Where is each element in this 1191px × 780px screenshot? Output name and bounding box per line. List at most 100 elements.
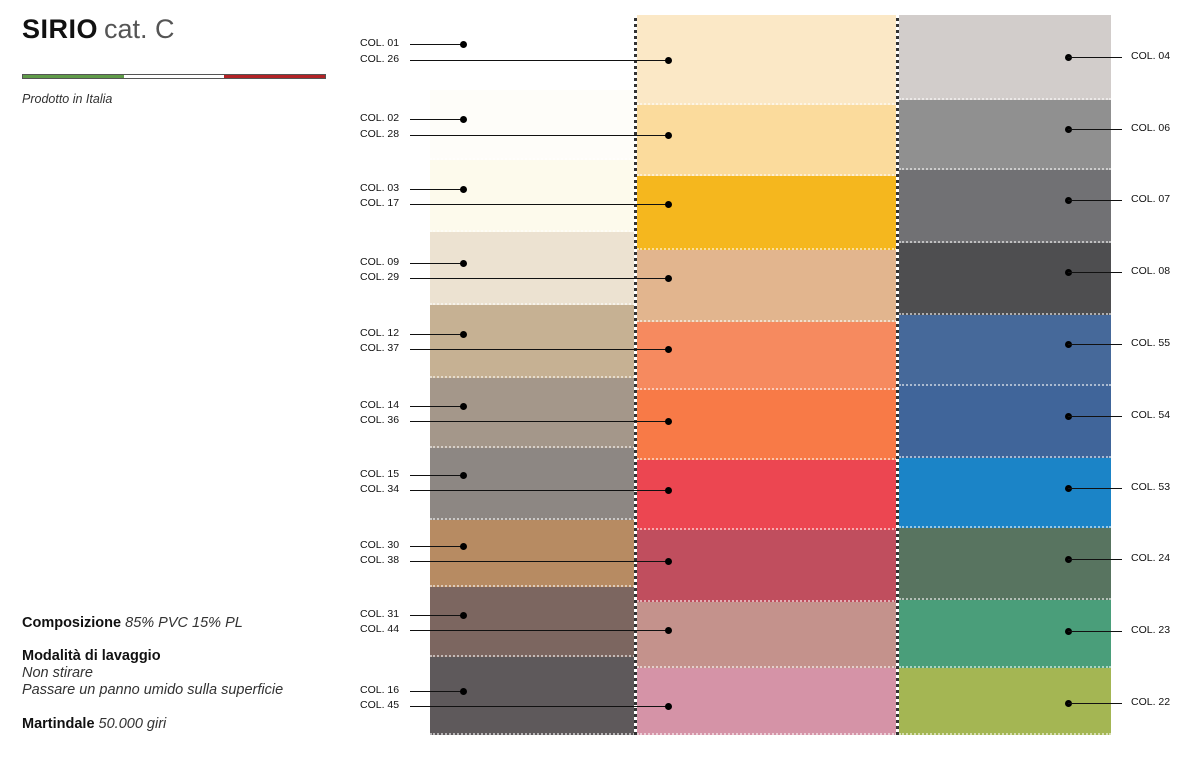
swatch-dot xyxy=(665,346,672,353)
swatch-label: COL. 38 xyxy=(360,554,400,566)
swatch-col17[interactable] xyxy=(637,176,897,250)
leader-line xyxy=(410,278,668,279)
flag-white xyxy=(123,75,225,78)
leader-line xyxy=(1068,272,1122,273)
swatch-col55[interactable] xyxy=(899,315,1111,386)
swatch-dot xyxy=(460,186,467,193)
swatch-col23[interactable] xyxy=(899,600,1111,668)
swatch-dot xyxy=(665,558,672,565)
swatch-dot xyxy=(460,612,467,619)
swatch-label: COL. 55 xyxy=(1131,337,1171,349)
swatch-col08[interactable] xyxy=(899,243,1111,315)
swatch-col01[interactable] xyxy=(430,15,635,90)
made-in-italy: Prodotto in Italia xyxy=(22,92,113,106)
flag-green xyxy=(23,75,124,78)
leader-line xyxy=(410,135,668,136)
category-label: cat. C xyxy=(104,14,175,44)
swatch-dot xyxy=(460,472,467,479)
swatch-dot xyxy=(665,57,672,64)
swatch-label: COL. 01 xyxy=(360,37,400,49)
leader-line xyxy=(410,691,463,692)
swatch-label: COL. 24 xyxy=(1131,552,1171,564)
swatch-dot xyxy=(460,331,467,338)
swatch-col12[interactable] xyxy=(430,305,635,378)
swatch-col07[interactable] xyxy=(899,170,1111,243)
leader-line xyxy=(410,204,668,205)
leader-line xyxy=(410,44,463,45)
leader-line xyxy=(1068,416,1122,417)
leader-line xyxy=(1068,129,1122,130)
swatch-col53[interactable] xyxy=(899,458,1111,528)
leader-line xyxy=(410,334,463,335)
swatch-label: COL. 14 xyxy=(360,399,400,411)
swatch-label: COL. 54 xyxy=(1131,409,1171,421)
swatch-label: COL. 04 xyxy=(1131,50,1171,62)
swatch-col09[interactable] xyxy=(430,232,635,305)
swatch-col16[interactable] xyxy=(430,657,635,735)
swatch-dot xyxy=(460,688,467,695)
leader-line xyxy=(410,561,668,562)
swatch-dot xyxy=(460,403,467,410)
leader-line xyxy=(410,706,668,707)
swatch-dot xyxy=(665,132,672,139)
swatch-col24[interactable] xyxy=(899,528,1111,600)
swatch-col15[interactable] xyxy=(430,448,635,520)
swatch-label: COL. 12 xyxy=(360,327,400,339)
martindale-value: 50.000 giri xyxy=(98,716,167,732)
leader-line xyxy=(1068,703,1122,704)
swatch-label: COL. 53 xyxy=(1131,481,1171,493)
swatch-col37[interactable] xyxy=(637,322,897,390)
leader-line xyxy=(410,546,463,547)
flag-red xyxy=(224,75,326,78)
swatch-label: COL. 44 xyxy=(360,623,400,635)
leader-line xyxy=(410,490,668,491)
swatch-col31[interactable] xyxy=(430,587,635,657)
leader-line xyxy=(1068,631,1122,632)
swatch-label: COL. 03 xyxy=(360,182,400,194)
swatch-col34[interactable] xyxy=(637,460,897,530)
swatch-label: COL. 15 xyxy=(360,468,400,480)
swatch-label: COL. 06 xyxy=(1131,122,1171,134)
swatch-label: COL. 31 xyxy=(360,608,400,620)
swatch-dot xyxy=(460,41,467,48)
swatch-label: COL. 37 xyxy=(360,342,400,354)
swatch-label: COL. 08 xyxy=(1131,265,1171,277)
swatch-col26[interactable] xyxy=(637,15,897,105)
swatch-col29[interactable] xyxy=(637,250,897,322)
swatch-col45[interactable] xyxy=(637,668,897,735)
swatch-dot xyxy=(460,260,467,267)
swatch-dot xyxy=(665,703,672,710)
leader-line xyxy=(410,263,463,264)
swatch-label: COL. 16 xyxy=(360,684,400,696)
composition-value: 85% PVC 15% PL xyxy=(125,615,243,631)
swatch-dot xyxy=(460,116,467,123)
swatch-dot xyxy=(460,543,467,550)
swatch-col54[interactable] xyxy=(899,386,1111,458)
swatch-col28[interactable] xyxy=(637,105,897,176)
swatch-col14[interactable] xyxy=(430,378,635,448)
washing: Modalità di lavaggio Non stirare Passare… xyxy=(22,648,283,699)
leader-line xyxy=(410,119,463,120)
swatch-col44[interactable] xyxy=(637,602,897,668)
swatch-col38[interactable] xyxy=(637,530,897,602)
swatch-col36[interactable] xyxy=(637,390,897,460)
leader-line xyxy=(1068,344,1122,345)
swatch-col03[interactable] xyxy=(430,160,635,232)
leader-line xyxy=(410,406,463,407)
swatch-col30[interactable] xyxy=(430,520,635,587)
swatch-col22[interactable] xyxy=(899,668,1111,735)
swatch-dot xyxy=(665,487,672,494)
swatch-label: COL. 36 xyxy=(360,414,400,426)
leader-line xyxy=(1068,57,1122,58)
swatch-col02[interactable] xyxy=(430,90,635,160)
swatch-label: COL. 22 xyxy=(1131,696,1171,708)
swatch-divider xyxy=(896,15,899,735)
leader-line xyxy=(410,475,463,476)
washing-line-2: Passare un panno umido sulla superficie xyxy=(22,682,284,698)
swatch-label: COL. 07 xyxy=(1131,193,1171,205)
page-title: SIRIO cat. C xyxy=(22,14,175,45)
swatch-label: COL. 17 xyxy=(360,197,400,209)
swatch-label: COL. 02 xyxy=(360,112,400,124)
swatch-col06[interactable] xyxy=(899,100,1111,170)
